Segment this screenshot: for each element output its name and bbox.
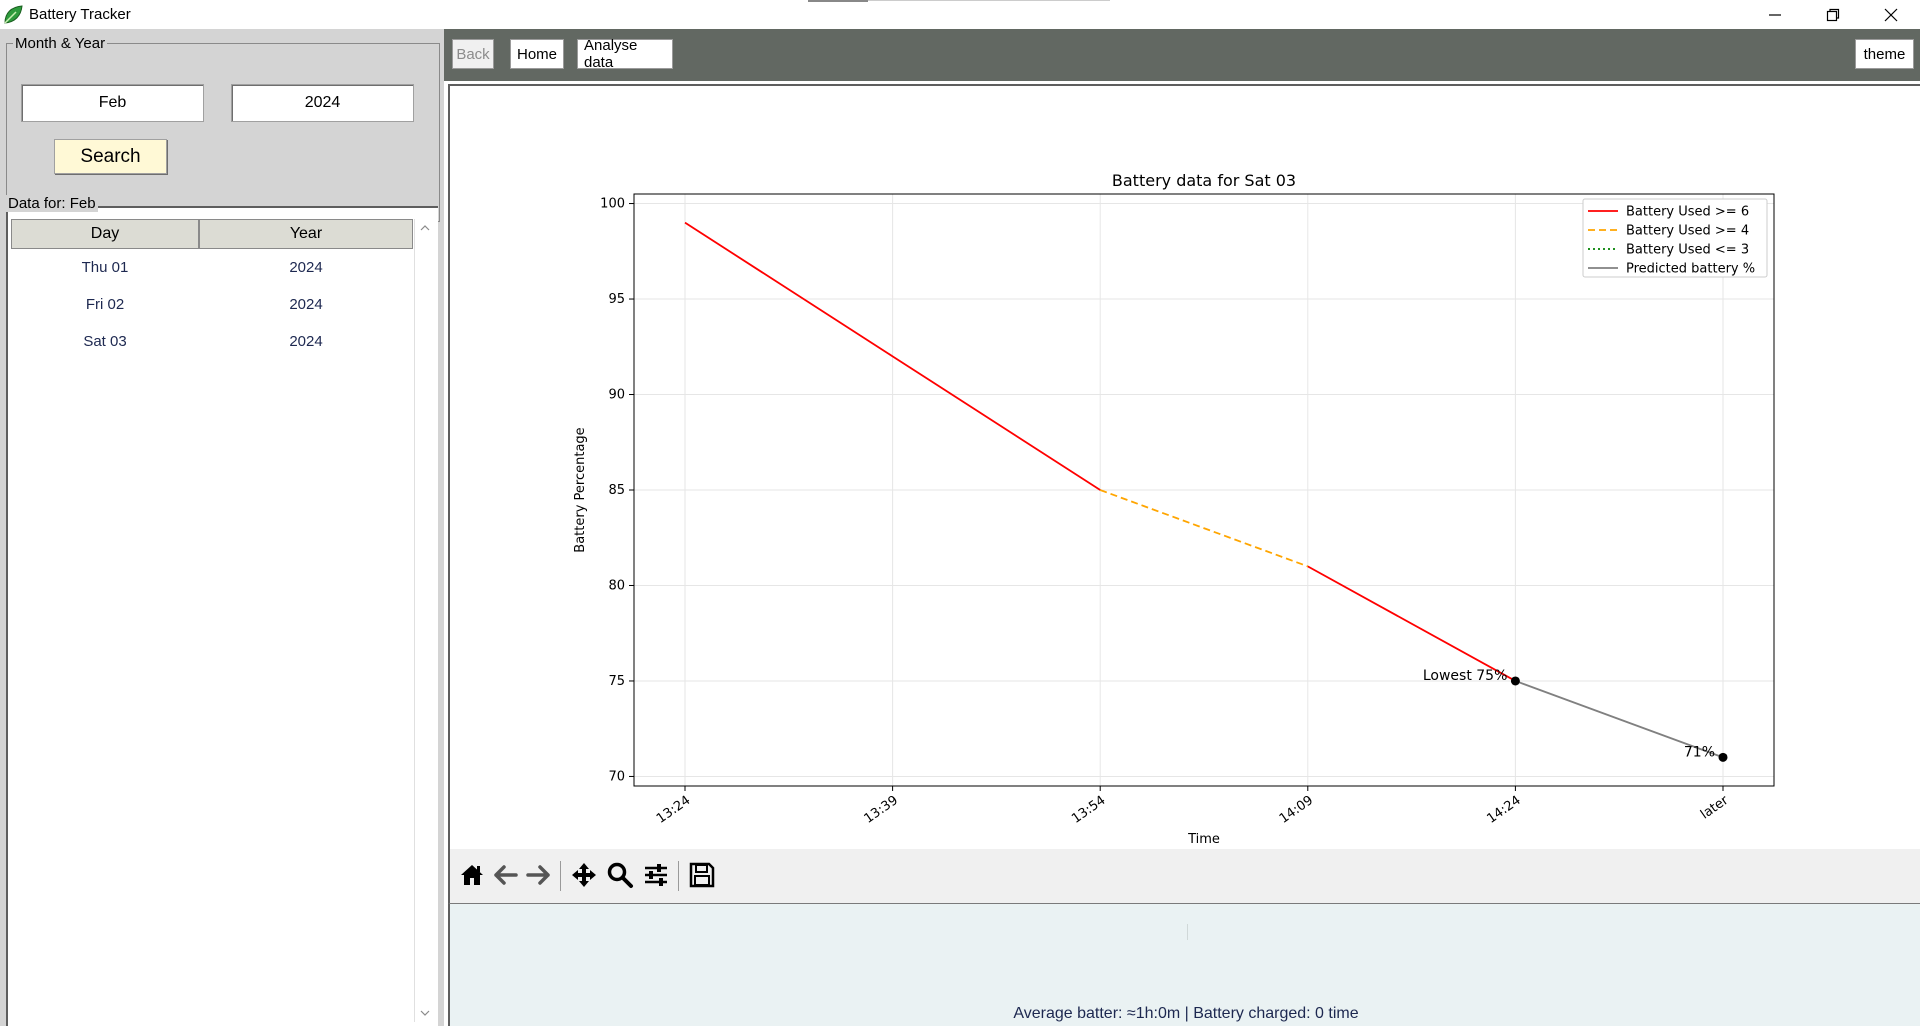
series-line	[1515, 680, 1724, 759]
home-icon[interactable]	[456, 859, 488, 891]
point-annotation: Lowest 75%	[1423, 668, 1508, 684]
y-tick-label: 90	[608, 388, 625, 403]
x-tick-label: later	[1698, 793, 1732, 823]
day-list-header: Day Year	[11, 219, 413, 249]
configure-subplots-icon[interactable]	[640, 859, 672, 891]
table-row[interactable]: Sat 03 2024	[11, 323, 413, 360]
y-tick-label: 80	[608, 578, 625, 593]
save-icon[interactable]	[686, 859, 718, 891]
month-input[interactable]: Feb	[21, 84, 204, 122]
x-tick-label: 13:54	[1069, 793, 1108, 827]
battery-leaf-icon	[4, 4, 23, 24]
data-for-label: Data for: Feb	[6, 195, 98, 212]
window-title: Battery Tracker	[29, 6, 131, 23]
home-button[interactable]: Home	[510, 39, 564, 69]
month-year-label: Month & Year	[13, 35, 108, 52]
legend-entry: Battery Used <= 3	[1626, 243, 1749, 258]
series-line	[1099, 489, 1309, 568]
x-tick-label: 14:09	[1277, 793, 1316, 827]
data-point	[1718, 752, 1728, 762]
legend-box	[1582, 198, 1768, 278]
year-input[interactable]: 2024	[231, 84, 414, 122]
day-list: Day Year Thu 01 2024 Fri 02 2024 Sat 03 …	[11, 219, 413, 1023]
forward-arrow-icon[interactable]	[522, 859, 554, 891]
series-line	[684, 221, 1101, 491]
zoom-icon[interactable]	[604, 859, 636, 891]
status-area: Average batter: ≈1h:0m | Battery charged…	[448, 903, 1920, 1026]
scroll-down-icon[interactable]	[419, 1008, 431, 1018]
plot-toolbar	[448, 849, 1920, 903]
y-axis-label: Battery Percentage	[573, 427, 588, 552]
cell-day: Fri 02	[85, 296, 125, 313]
theme-button[interactable]: theme	[1855, 39, 1914, 69]
toolbar-separator	[560, 861, 561, 891]
data-point	[1510, 676, 1520, 686]
status-text: Average batter: ≈1h:0m | Battery charged…	[1013, 1005, 1359, 1022]
point-annotation: 71%	[1684, 744, 1715, 760]
cell-year: 2024	[289, 259, 323, 276]
y-tick-label: 85	[608, 483, 625, 498]
x-axis-label: Time	[1187, 832, 1220, 847]
cell-day: Sat 03	[83, 333, 127, 350]
x-tick-label: 13:39	[862, 793, 901, 827]
column-header-year[interactable]: Year	[199, 219, 413, 249]
cell-year: 2024	[289, 333, 323, 350]
y-tick-label: 100	[600, 197, 625, 212]
status-divider	[1187, 924, 1188, 940]
chart-title: Battery data for Sat 03	[1112, 171, 1296, 190]
close-icon[interactable]	[1862, 0, 1920, 29]
y-tick-label: 95	[608, 292, 625, 307]
right-panel: Back Home Analyse data theme 70 75 80 85 90 9…	[444, 29, 1920, 1026]
back-button[interactable]: Back	[452, 39, 494, 69]
scroll-up-icon[interactable]	[419, 223, 431, 233]
legend-entry: Battery Used >= 4	[1626, 224, 1749, 239]
month-year-group: Month & Year Feb 2024 Search	[6, 35, 440, 222]
pan-icon[interactable]	[568, 859, 600, 891]
minimize-icon[interactable]	[1746, 0, 1804, 29]
cell-year: 2024	[289, 296, 323, 313]
y-tick-label: 70	[608, 769, 625, 784]
legend-entry: Predicted battery %	[1626, 262, 1755, 277]
series-line	[1307, 565, 1516, 682]
analyse-data-button[interactable]: Analyse data	[577, 37, 673, 71]
restore-icon[interactable]	[1804, 0, 1862, 29]
day-list-scrollbar[interactable]	[414, 219, 436, 1022]
y-tick-label: 75	[608, 674, 625, 689]
table-row[interactable]: Fri 02 2024	[11, 286, 413, 323]
battery-chart: 70 75 80 85 90 95 100 13:24 13:39 13:54 14:09 14:24…	[573, 171, 1775, 847]
table-row[interactable]: Thu 01 2024	[11, 249, 413, 286]
title-bar: Battery Tracker	[0, 0, 1920, 29]
legend-entry: Battery Used >= 6	[1626, 205, 1749, 220]
search-button[interactable]: Search	[54, 139, 167, 174]
title-indicator-line	[868, 0, 1110, 1]
title-indicator	[808, 0, 868, 2]
cell-day: Thu 01	[81, 259, 129, 276]
column-header-day[interactable]: Day	[11, 219, 199, 249]
x-tick-label: 14:24	[1484, 793, 1523, 827]
back-arrow-icon[interactable]	[490, 859, 522, 891]
left-panel: Month & Year Feb 2024 Search Data for: F…	[0, 29, 444, 1026]
x-tick-label: 13:24	[654, 793, 693, 827]
toolbar-separator	[678, 861, 679, 891]
top-toolbar: Back Home Analyse data theme	[444, 29, 1920, 81]
window-controls	[1746, 0, 1920, 29]
plot-area: 70 75 80 85 90 95 100 13:24 13:39 13:54 14:09 14:24…	[448, 84, 1920, 849]
